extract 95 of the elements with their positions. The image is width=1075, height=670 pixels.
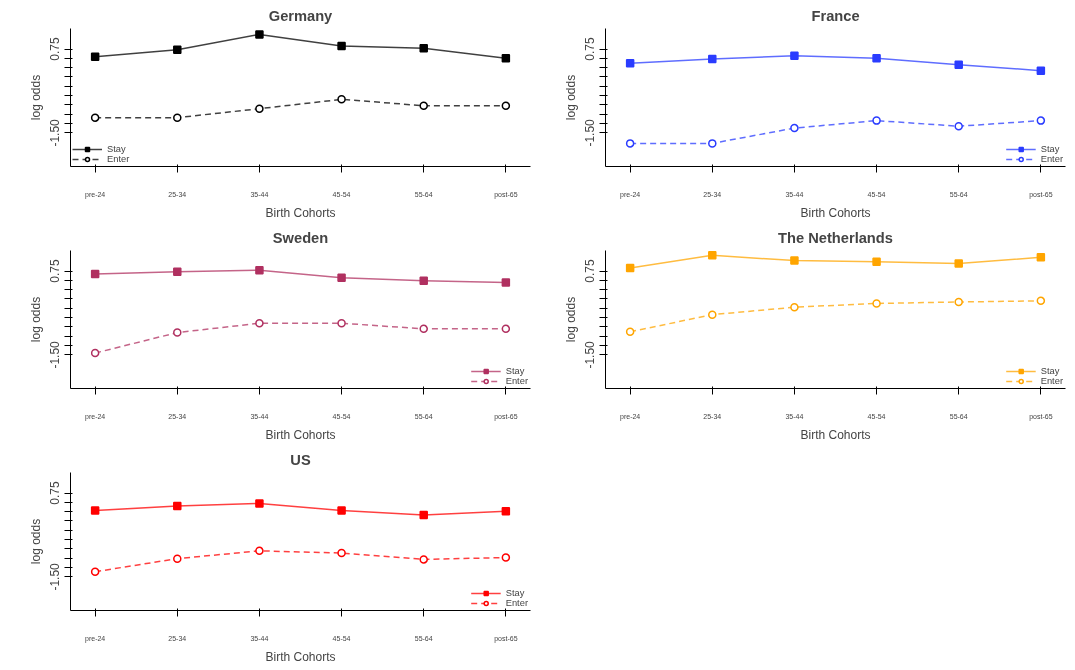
chart-title: Sweden	[272, 229, 329, 246]
point	[708, 139, 717, 148]
point	[173, 45, 182, 55]
y-axis-title: log odds	[563, 74, 578, 121]
point	[501, 101, 511, 110]
point	[625, 139, 635, 148]
point	[501, 324, 511, 334]
point	[255, 546, 264, 556]
legend-label: Stay	[1040, 144, 1061, 154]
point	[419, 555, 428, 564]
point	[790, 256, 799, 265]
point	[625, 327, 635, 337]
y-tick-label: -1.50	[48, 340, 63, 369]
point	[173, 554, 182, 563]
point	[419, 510, 428, 520]
point	[501, 278, 511, 287]
point	[337, 95, 346, 104]
point	[625, 263, 635, 273]
point	[90, 567, 100, 576]
y-axis-title: log odds	[563, 296, 578, 343]
point	[790, 302, 799, 312]
y-tick-label: 0.75	[48, 37, 63, 61]
point	[90, 348, 100, 358]
chart-title: The Netherlands	[778, 229, 893, 246]
y-tick-label: 0.75	[583, 259, 598, 283]
legend-label: Enter	[505, 598, 528, 608]
point	[255, 104, 264, 113]
point	[90, 269, 100, 279]
point	[501, 553, 511, 562]
point	[790, 123, 799, 133]
point	[90, 52, 100, 62]
chart-title: US	[290, 451, 311, 468]
point	[255, 499, 264, 508]
legend-label: Stay	[505, 588, 526, 598]
point	[625, 58, 635, 68]
point	[1036, 296, 1046, 306]
point	[419, 324, 428, 334]
point	[173, 113, 182, 122]
legend-label: Stay	[505, 366, 526, 376]
point	[173, 267, 182, 277]
point	[337, 273, 346, 282]
legend-label: Enter	[107, 154, 130, 164]
point	[872, 257, 881, 266]
x-axis-title: Birth Cohorts	[265, 205, 336, 220]
point	[255, 318, 264, 328]
y-axis-title: log odds	[28, 74, 43, 121]
y-axis-title: log odds	[28, 518, 43, 565]
point	[173, 328, 182, 337]
point	[708, 54, 717, 64]
point	[954, 259, 963, 268]
point	[1036, 252, 1046, 262]
point	[1036, 66, 1046, 75]
legend-label: Enter	[505, 376, 528, 386]
point	[90, 113, 100, 122]
chart-title: Germany	[268, 7, 334, 24]
point	[708, 310, 717, 319]
point	[954, 121, 963, 131]
x-axis-title: Birth Cohorts	[800, 205, 871, 220]
point	[337, 548, 346, 558]
point	[337, 41, 346, 51]
point	[708, 251, 717, 260]
point	[872, 54, 881, 63]
point	[173, 501, 182, 511]
y-tick-label: 0.75	[48, 259, 63, 283]
point	[501, 507, 511, 516]
x-axis-title: Birth Cohorts	[800, 427, 871, 442]
y-tick-label: -1.50	[48, 118, 63, 147]
legend-label: Enter	[1040, 154, 1063, 164]
point	[1036, 116, 1046, 125]
point	[872, 299, 881, 308]
point	[255, 266, 264, 275]
y-tick-label: -1.50	[583, 118, 598, 147]
point	[954, 297, 963, 307]
point	[954, 60, 963, 69]
y-axis-title: log odds	[28, 296, 43, 343]
legend-label: Stay	[1040, 366, 1061, 376]
point	[872, 116, 881, 125]
y-tick-label: -1.50	[48, 562, 63, 591]
x-axis-title: Birth Cohorts	[265, 649, 336, 664]
y-tick-label: 0.75	[48, 481, 63, 505]
y-tick-label: -1.50	[583, 340, 598, 369]
point	[501, 54, 511, 63]
legend-label: Enter	[1040, 376, 1063, 386]
legend-label: Stay	[107, 144, 127, 154]
point	[255, 30, 264, 39]
y-tick-label: 0.75	[583, 37, 598, 61]
point	[790, 51, 799, 60]
point	[419, 101, 428, 110]
point	[419, 276, 428, 285]
x-axis-title: Birth Cohorts	[265, 427, 336, 442]
point	[419, 44, 428, 53]
point	[337, 506, 346, 515]
chart-title: France	[811, 7, 860, 24]
point	[90, 506, 100, 515]
point	[337, 318, 346, 328]
